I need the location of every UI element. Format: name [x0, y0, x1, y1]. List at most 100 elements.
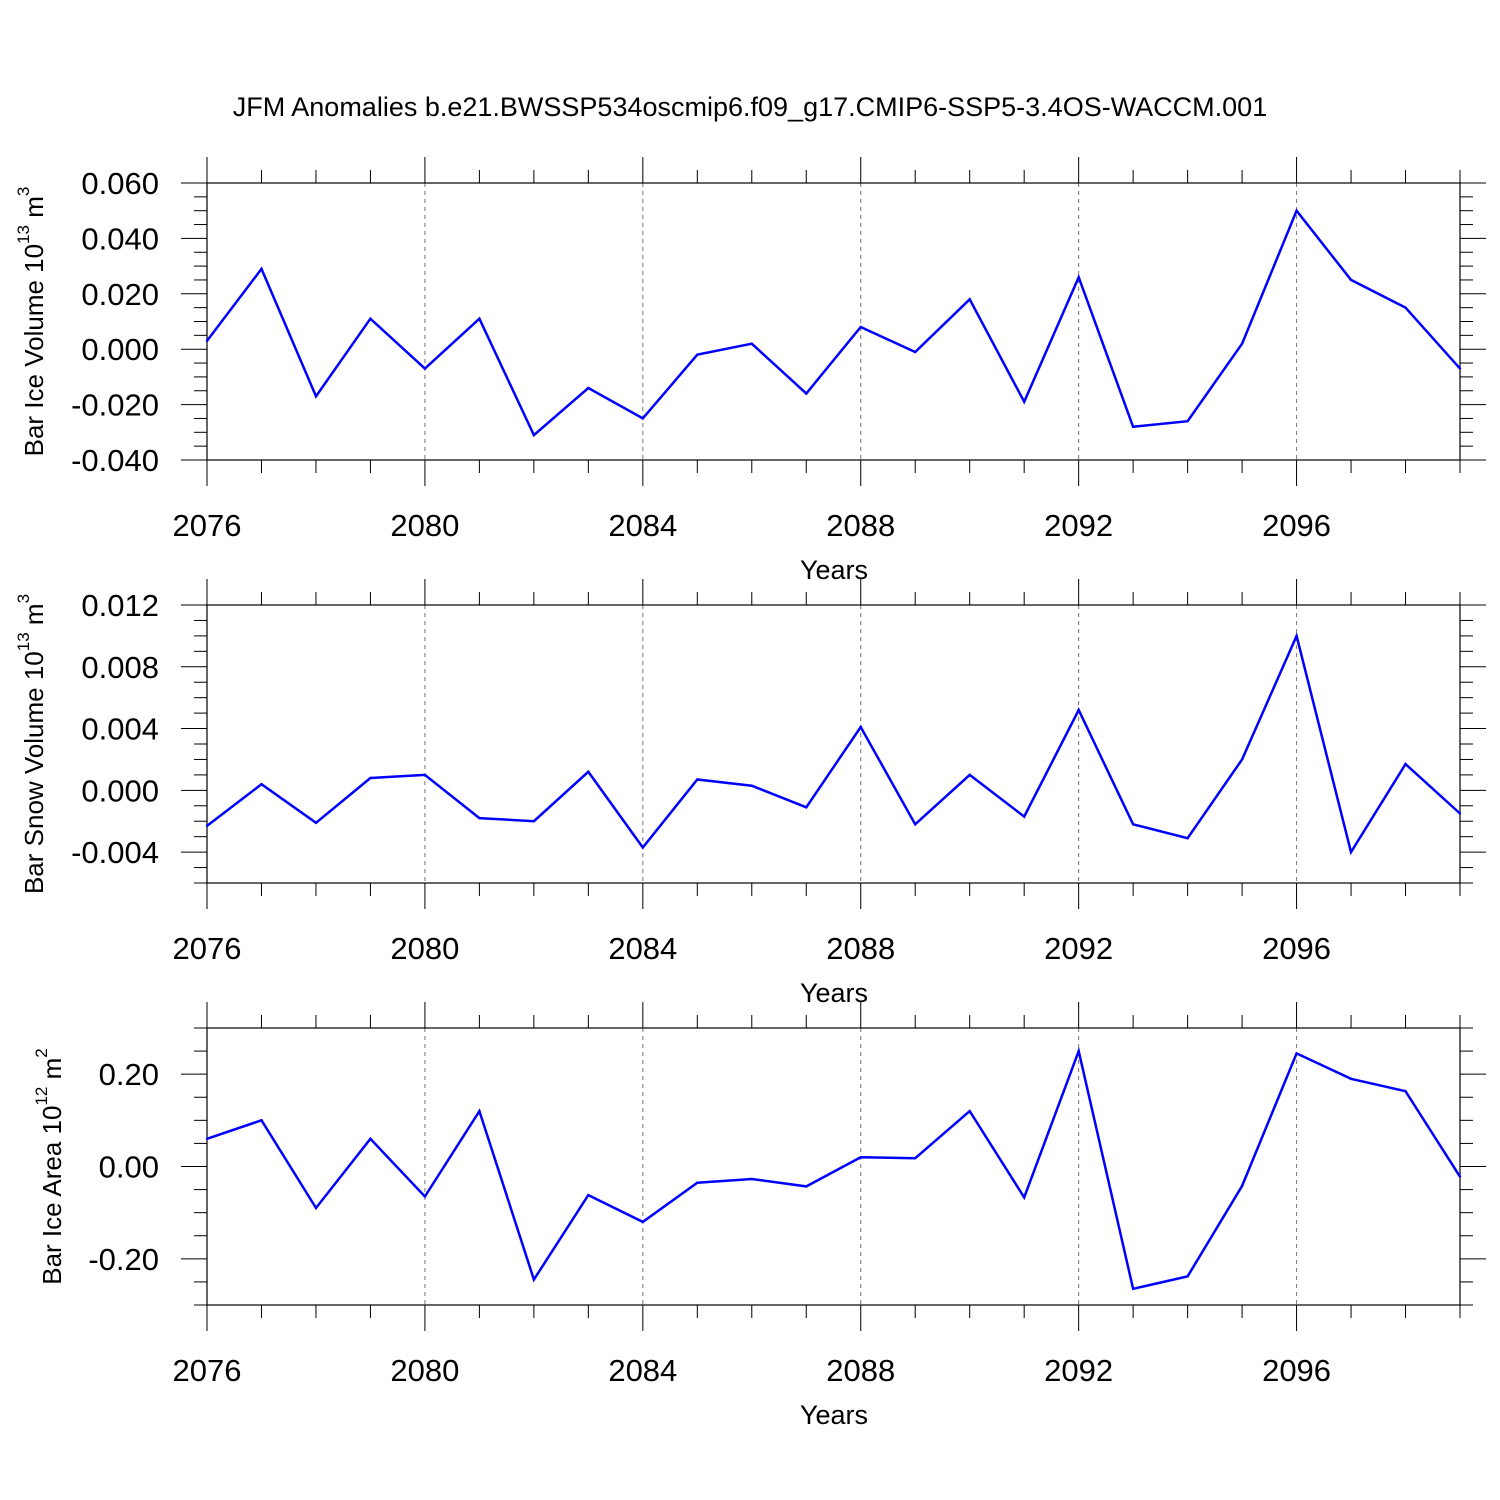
data-point	[1022, 815, 1026, 818]
data-point	[1295, 1052, 1298, 1055]
x-tick-label: 2088	[826, 1353, 895, 1388]
x-tick-label: 2080	[390, 508, 459, 543]
x-tick-label: 2092	[1044, 1353, 1113, 1388]
y-axis-title-exponent: 13	[14, 632, 33, 651]
y-axis-title-main: Bar Ice Volume 10	[19, 244, 49, 456]
data-point	[805, 392, 808, 395]
data-point	[314, 395, 318, 398]
y-tick-label: 0.012	[81, 588, 159, 623]
y-axis-title: Bar Ice Volume 1013 m3	[14, 187, 50, 457]
data-point	[859, 725, 862, 729]
data-point	[805, 806, 808, 809]
x-tick-label: 2092	[1044, 508, 1113, 543]
x-tick-label: 2096	[1262, 508, 1331, 543]
data-point	[314, 1206, 318, 1210]
panel-ice-area: -0.20 0.00 0.20 2076 2080 2084 2088 2092 2096 Yea…	[32, 1002, 1486, 1430]
y-tick-label: 0.020	[81, 277, 159, 312]
y-axis-title: Bar Snow Volume 1013 m3	[14, 594, 50, 894]
data-point	[641, 1220, 645, 1224]
y-axis-title-main: Bar Ice Area 10	[37, 1106, 67, 1285]
data-point	[1077, 1049, 1080, 1053]
data-point	[1186, 1275, 1189, 1278]
y-tick-label: 0.20	[99, 1057, 159, 1092]
data-point	[1022, 400, 1026, 404]
y-tick-label: 0.00	[99, 1150, 159, 1185]
y-axis-title-main: Bar Snow Volume 10	[19, 651, 49, 894]
data-point	[1295, 634, 1298, 638]
y-axis-title-unit: m	[37, 1058, 67, 1087]
data-point	[587, 1193, 590, 1197]
y-axis-title-unit-exponent: 2	[32, 1048, 51, 1057]
y-axis-title-exponent: 13	[14, 225, 33, 244]
y-tick-label: 0.000	[81, 332, 159, 367]
x-tick-label: 2096	[1262, 931, 1331, 966]
y-tick-label: 0.000	[81, 773, 159, 808]
data-point	[750, 784, 753, 787]
data-point	[1404, 1090, 1407, 1093]
data-point	[1022, 1196, 1026, 1199]
data-point	[260, 782, 263, 786]
data-point	[914, 1156, 917, 1160]
data-point	[314, 821, 318, 824]
data-point	[859, 1156, 862, 1159]
data-point	[641, 846, 645, 849]
x-tick-label: 2084	[608, 508, 677, 543]
data-point	[532, 820, 536, 823]
y-tick-label: 0.004	[81, 712, 159, 747]
x-tick-label: 2080	[390, 931, 459, 966]
data-point	[696, 353, 699, 356]
series-line-snow-volume	[206, 632, 1461, 856]
data-point	[750, 1177, 753, 1181]
x-tick-label: 2076	[173, 931, 242, 966]
data-point	[1404, 762, 1407, 766]
y-axis-title-unit-exponent: 3	[14, 594, 33, 603]
x-tick-label: 2084	[608, 931, 677, 966]
y-tick-label: -0.20	[88, 1242, 159, 1277]
data-point	[369, 776, 372, 780]
data-point	[1458, 367, 1462, 370]
data-point	[859, 325, 862, 329]
data-point	[1077, 708, 1080, 712]
y-axis-title-exponent: 12	[32, 1087, 51, 1106]
x-tick-label: 2088	[826, 508, 895, 543]
y-tick-label: 0.008	[81, 650, 159, 685]
panel-ice-volume: -0.040 -0.020 0.000 0.020 0.040 0.060 2076 2080…	[14, 157, 1486, 585]
x-tick-label: 2076	[173, 1353, 242, 1388]
series-line-ice-volume	[206, 208, 1461, 438]
data-point	[1349, 278, 1353, 282]
data-point	[205, 1137, 209, 1141]
data-point	[968, 773, 971, 777]
data-point	[423, 367, 427, 370]
data-point	[1458, 812, 1462, 815]
data-point	[205, 824, 209, 828]
data-point	[750, 342, 753, 345]
data-point	[1186, 420, 1189, 423]
data-point	[1240, 758, 1244, 761]
data-point	[205, 339, 209, 343]
data-point	[1131, 823, 1135, 826]
data-point	[1349, 1077, 1353, 1080]
data-point	[1131, 425, 1135, 428]
data-point	[478, 1109, 481, 1113]
x-axis-title: Years	[800, 1400, 868, 1430]
data-point	[914, 350, 917, 354]
x-tick-label: 2076	[173, 508, 242, 543]
y-tick-label: 0.040	[81, 221, 159, 256]
data-point	[1077, 275, 1080, 279]
x-tick-label: 2088	[826, 931, 895, 966]
plot-frame	[206, 182, 1461, 461]
x-tick-label: 2092	[1044, 931, 1113, 966]
data-point	[478, 317, 481, 320]
data-point	[478, 816, 481, 820]
data-point	[587, 770, 590, 773]
data-point	[369, 317, 372, 320]
y-tick-label: -0.020	[71, 388, 159, 423]
data-point	[1186, 837, 1189, 840]
x-tick-label: 2080	[390, 1353, 459, 1388]
data-point	[1295, 209, 1298, 212]
data-point	[1131, 1287, 1135, 1291]
data-point	[369, 1137, 372, 1141]
data-point	[532, 1278, 536, 1281]
data-point	[1240, 342, 1244, 345]
y-axis-title-unit: m	[19, 196, 49, 225]
